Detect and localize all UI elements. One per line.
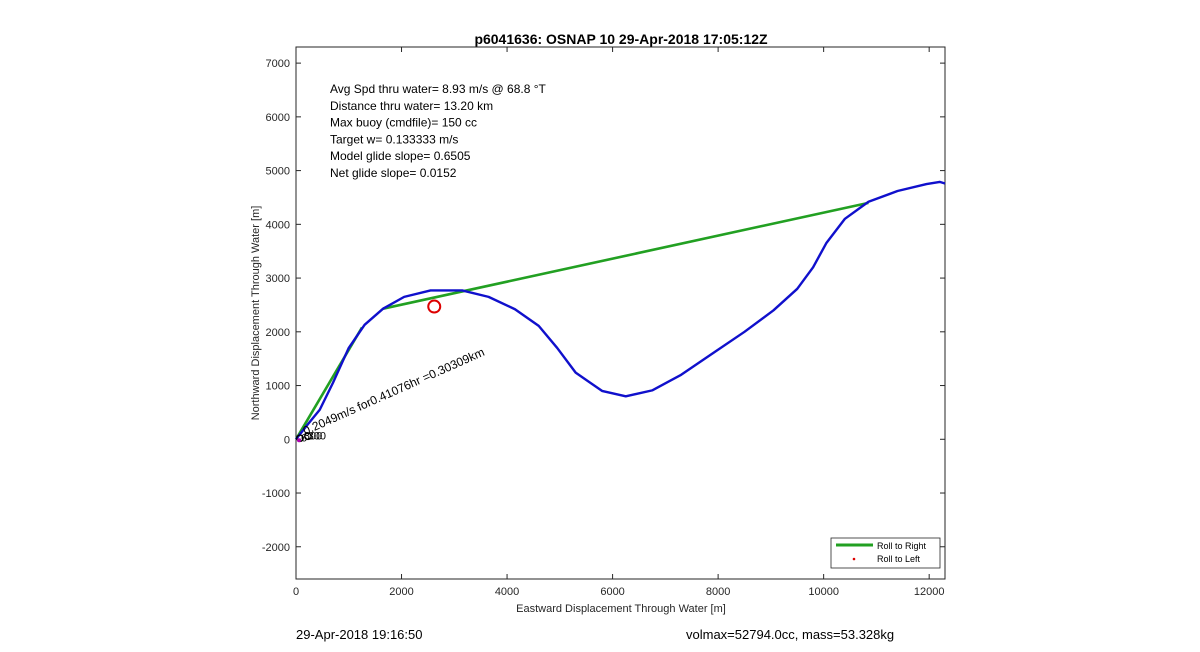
y-tick-label: 6000 bbox=[266, 112, 290, 124]
stats-line: Net glide slope= 0.0152 bbox=[330, 166, 457, 180]
start-marker-magenta bbox=[297, 438, 301, 443]
trajectory-line bbox=[295, 180, 946, 441]
y-tick-label: -2000 bbox=[262, 542, 290, 554]
chart-title: p6041636: OSNAP 10 29-Apr-2018 17:05:12Z bbox=[474, 31, 768, 47]
y-tick-label: 7000 bbox=[266, 58, 290, 70]
x-axis-label: Eastward Displacement Through Water [m] bbox=[516, 603, 726, 615]
y-axis-ticks: -2000 -1000 0 1000 2000 3000 4000 5000 6000 7000 bbox=[262, 58, 945, 554]
x-tick-label: 10000 bbox=[808, 586, 839, 598]
x-tick-label: 6000 bbox=[600, 586, 624, 598]
y-tick-label: 5000 bbox=[266, 166, 290, 178]
x-tick-label: 0 bbox=[293, 586, 299, 598]
x-tick-label: 8000 bbox=[706, 586, 730, 598]
start-marker bbox=[304, 432, 312, 441]
y-tick-label: -1000 bbox=[262, 488, 290, 500]
footer-volmax-mass: volmax=52794.0cc, mass=53.328kg bbox=[686, 627, 895, 642]
stats-line: Max buoy (cmdfile)= 150 cc bbox=[330, 116, 477, 130]
y-tick-label: 1000 bbox=[266, 381, 290, 393]
y-axis-label: Northward Displacement Through Water [m] bbox=[250, 206, 262, 421]
x-tick-label: 2000 bbox=[389, 586, 413, 598]
start-label: 300 bbox=[304, 431, 322, 443]
stats-line: Distance thru water= 13.20 km bbox=[330, 99, 493, 113]
stats-line: Model glide slope= 0.6505 bbox=[330, 149, 471, 163]
legend-box bbox=[830, 537, 941, 569]
legend-roll-right-label: Roll to Right bbox=[877, 541, 927, 551]
y-tick-label: 0 bbox=[284, 434, 290, 446]
stats-line: Target w= 0.133333 m/s bbox=[330, 132, 458, 146]
legend: Roll to Right Roll to Left bbox=[830, 537, 941, 569]
y-tick-label: 4000 bbox=[266, 219, 290, 231]
legend-roll-left-swatch bbox=[852, 557, 856, 561]
stats-line: Avg Spd thru water= 8.93 m/s @ 68.8 °T bbox=[330, 82, 547, 96]
plot-frame bbox=[295, 46, 946, 580]
start-label: 6 bbox=[301, 433, 307, 445]
position-marker-circle bbox=[427, 299, 442, 314]
x-axis-ticks: 0 2000 4000 6000 8000 10000 12000 bbox=[293, 47, 945, 598]
x-tick-label: 12000 bbox=[914, 586, 945, 598]
stats-text-block: Avg Spd thru water= 8.93 m/s @ 68.8 °T Di… bbox=[330, 82, 547, 180]
legend-roll-left-label: Roll to Left bbox=[877, 554, 921, 564]
x-tick-label: 4000 bbox=[495, 586, 519, 598]
footer-timestamp: 29-Apr-2018 19:16:50 bbox=[296, 627, 423, 642]
y-tick-label: 3000 bbox=[266, 273, 290, 285]
start-label: 300 bbox=[308, 431, 326, 443]
y-tick-label: 2000 bbox=[266, 327, 290, 339]
